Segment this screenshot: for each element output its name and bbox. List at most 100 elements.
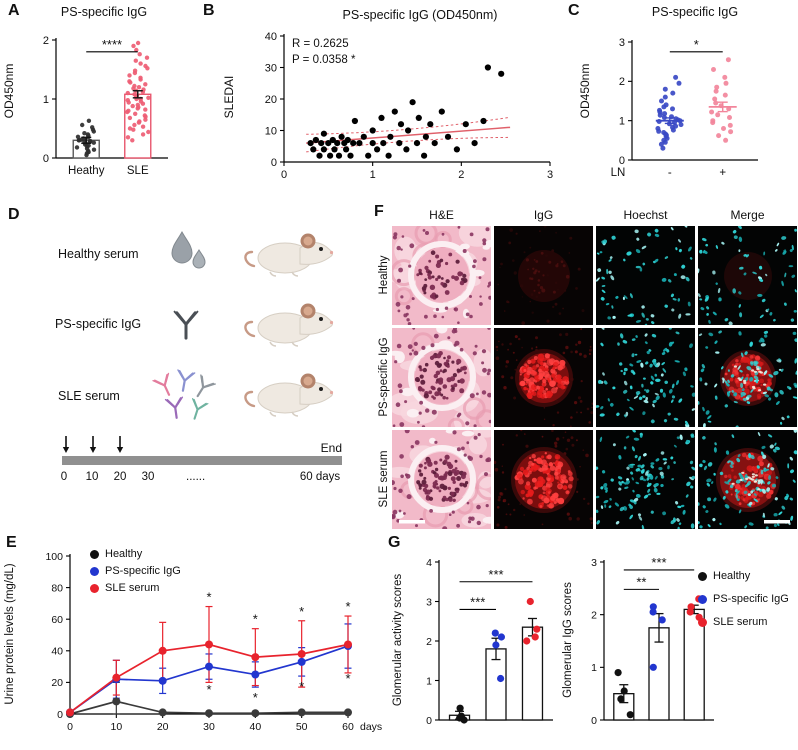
svg-text:10: 10 xyxy=(110,721,122,733)
svg-text:2: 2 xyxy=(43,35,49,47)
svg-text:0: 0 xyxy=(591,715,597,727)
panel-g2-ylabel: Glomerular IgG scores xyxy=(562,582,574,698)
svg-text:*: * xyxy=(299,679,304,694)
svg-text:60: 60 xyxy=(342,721,354,733)
svg-text:60: 60 xyxy=(51,614,63,626)
panel-g-label: G xyxy=(388,534,401,551)
panel-g1-ylabel: Glomerular activity scores xyxy=(392,573,404,707)
svg-text:*: * xyxy=(345,671,350,686)
timeline: End 0 10 20 30...... 60 days xyxy=(61,436,342,483)
svg-text:100: 100 xyxy=(45,551,63,563)
svg-text:3: 3 xyxy=(591,557,597,569)
panel-b-r-value: R = 0.2625 xyxy=(292,38,349,50)
panel-e-chart: 0 20 40 60 80 100 0 10 20 30 40 50 60 days * * * * * * * * xyxy=(45,551,382,733)
legend-label-healthy: Healthy xyxy=(105,548,143,560)
svg-text:20: 20 xyxy=(157,721,169,733)
svg-text:20: 20 xyxy=(51,677,63,689)
svg-text:+: + xyxy=(719,167,726,179)
antibody-icon xyxy=(173,310,199,340)
panel-c-ylabel: OD450nm xyxy=(578,63,592,119)
svg-text:3: 3 xyxy=(547,169,553,181)
legend-dot-healthy xyxy=(90,549,99,559)
legend-item-healthy: Healthy xyxy=(90,548,181,560)
svg-text:2: 2 xyxy=(591,609,597,621)
micrograph-ps-igg-igg xyxy=(494,328,593,427)
svg-text:*: * xyxy=(345,599,350,614)
column-header-he: H&E xyxy=(429,208,454,222)
svg-text:0: 0 xyxy=(619,155,625,167)
column-header-merge: Merge xyxy=(730,208,765,222)
svg-text:1: 1 xyxy=(619,115,625,127)
svg-text:1: 1 xyxy=(43,94,49,106)
antibody-mix-icon xyxy=(152,369,216,420)
svg-text:60 days: 60 days xyxy=(300,471,341,483)
micrograph-healthy-merge xyxy=(698,226,797,325)
svg-text:***: *** xyxy=(651,555,666,570)
legend-dot-sle-serum xyxy=(698,617,707,627)
svg-text:20: 20 xyxy=(114,471,127,483)
legend-dot-sle-serum xyxy=(90,583,99,593)
legend-item-ps-igg: PS-specific IgG xyxy=(698,593,789,605)
panel-e-label: E xyxy=(6,534,17,551)
panel-b-title: PS-specific IgG (OD450nm) xyxy=(342,8,498,22)
panel-g-activity-chart: 0 1 2 3 4 ****** xyxy=(426,557,553,727)
micrograph-ps-igg-merge xyxy=(698,328,797,427)
svg-text:2: 2 xyxy=(458,169,464,181)
legend-item-sle-serum: SLE serum xyxy=(698,616,789,628)
panel-b-p-value: P = 0.0358 * xyxy=(292,54,356,66)
svg-text:days: days xyxy=(360,721,382,733)
legend-label-sle-serum: SLE serum xyxy=(105,582,160,594)
svg-text:......: ...... xyxy=(186,471,205,483)
panel-e-ylabel: Urine protein levels (mg/dL) xyxy=(4,563,16,705)
svg-text:30: 30 xyxy=(203,721,215,733)
svg-text:****: **** xyxy=(102,37,122,52)
svg-text:3: 3 xyxy=(619,37,625,49)
svg-text:40: 40 xyxy=(249,721,261,733)
svg-text:0: 0 xyxy=(426,715,432,727)
legend-dot-healthy xyxy=(698,571,707,581)
svg-text:80: 80 xyxy=(51,582,63,594)
panel-c-chart: 0 1 2 3 - + LN * xyxy=(611,37,758,179)
panel-d-label: D xyxy=(8,206,20,223)
svg-text:0: 0 xyxy=(57,709,63,721)
svg-text:10: 10 xyxy=(265,125,277,137)
mouse-icon xyxy=(244,303,334,347)
svg-text:50: 50 xyxy=(296,721,308,733)
svg-text:1: 1 xyxy=(426,675,432,687)
svg-text:40: 40 xyxy=(51,646,63,658)
panel-b-ylabel: SLEDAI xyxy=(222,75,236,119)
svg-text:2: 2 xyxy=(619,76,625,88)
svg-text:3: 3 xyxy=(426,596,432,608)
mouse-icon xyxy=(244,373,334,417)
svg-text:30: 30 xyxy=(142,471,155,483)
micrograph-healthy-he xyxy=(392,226,491,325)
panel-a-chart: 0 1 2 Heathy SLE **** xyxy=(43,35,168,177)
row-label-sle-serum: SLE serum xyxy=(378,450,390,508)
svg-text:LN: LN xyxy=(611,167,626,179)
micrograph-sle-hoechst xyxy=(596,430,695,529)
svg-text:*: * xyxy=(206,590,211,605)
mouse-icon xyxy=(244,233,334,277)
legend-label-ps-igg: PS-specific IgG xyxy=(105,565,181,577)
svg-text:0: 0 xyxy=(61,471,67,483)
micrograph-healthy-igg xyxy=(494,226,593,325)
svg-text:1: 1 xyxy=(370,169,376,181)
svg-text:***: *** xyxy=(488,567,503,582)
panel-b-label: B xyxy=(203,2,215,19)
micrograph-ps-igg-hoechst xyxy=(596,328,695,427)
svg-text:2: 2 xyxy=(426,636,432,648)
svg-text:*: * xyxy=(694,37,699,52)
legend-label-healthy: Healthy xyxy=(713,570,751,582)
treatment-label-ps-igg: PS-specific IgG xyxy=(55,317,142,331)
svg-text:***: *** xyxy=(470,594,485,609)
svg-text:4: 4 xyxy=(426,557,432,569)
svg-text:0: 0 xyxy=(67,721,73,733)
svg-text:0: 0 xyxy=(281,169,287,181)
svg-text:20: 20 xyxy=(265,94,277,106)
legend-item-healthy: Healthy xyxy=(698,570,789,582)
svg-text:1: 1 xyxy=(591,662,597,674)
panel-c-label: C xyxy=(568,2,580,19)
column-header-hoechst: Hoechst xyxy=(623,208,668,222)
svg-text:40: 40 xyxy=(265,31,277,43)
